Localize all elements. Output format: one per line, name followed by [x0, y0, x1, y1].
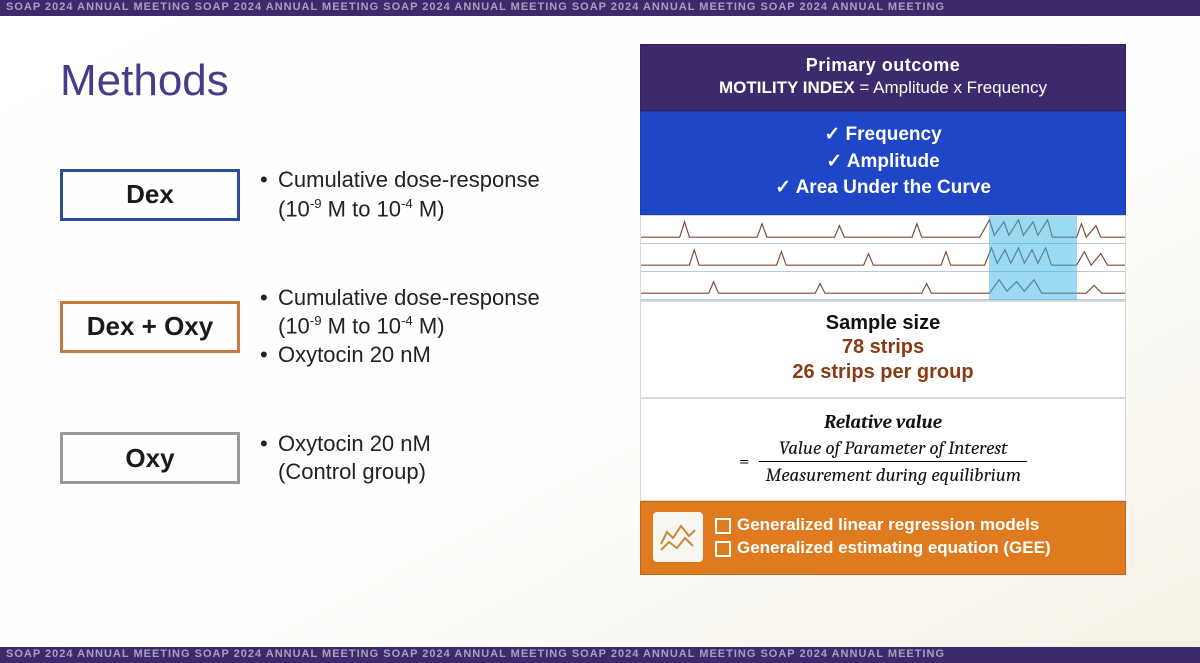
group-oxy-bullets: Oxytocin 20 nM (Control group) [260, 430, 431, 487]
group-dexoxy-bullets: Cumulative dose-response (10-9 M to 10-4… [260, 284, 540, 370]
motility-index-label: MOTILITY INDEX [719, 78, 855, 97]
sup: -4 [401, 313, 413, 328]
bullet-text: M) [413, 313, 445, 338]
bullet-text: (10 [278, 313, 310, 338]
equals: = [739, 450, 750, 472]
bullet-text: Cumulative dose-response [278, 167, 540, 192]
sup: -4 [401, 196, 413, 211]
sample-v1: 78 strips [649, 335, 1117, 360]
sup: -9 [310, 313, 322, 328]
slide: Methods Dex Cumulative dose-response (10… [0, 16, 1200, 647]
stat-model-2: Generalized estimating equation (GEE) [715, 537, 1051, 560]
wave-highlight [989, 216, 1076, 300]
panel-waveforms [640, 215, 1126, 301]
stat-model-1: Generalized linear regression models [715, 514, 1051, 537]
banner-top: SOAP 2024 ANNUAL MEETING SOAP 2024 ANNUA… [0, 0, 1200, 16]
chart-icon [653, 512, 703, 562]
bullet-text: M to 10 [322, 196, 401, 221]
group-dex: Dex Cumulative dose-response (10-9 M to … [60, 166, 620, 224]
panel-primary-outcome: Primary outcome MOTILITY INDEX = Amplitu… [640, 44, 1126, 111]
panel-sample-size: Sample size 78 strips 26 strips per grou… [640, 301, 1126, 398]
panel-stats: Generalized linear regression models Gen… [640, 501, 1126, 575]
banner-bottom: SOAP 2024 ANNUAL MEETING SOAP 2024 ANNUA… [0, 647, 1200, 663]
group-dex-label: Dex [60, 169, 240, 221]
relative-value-title: Relative value [655, 411, 1111, 433]
group-oxy-label: Oxy [60, 432, 240, 484]
check-amplitude: Amplitude [649, 149, 1117, 176]
fraction: Value of Parameter of Interest Measureme… [759, 437, 1027, 486]
bullet-text: (10 [278, 196, 310, 221]
motility-eq: = Amplitude x Frequency [855, 78, 1047, 97]
bullet-text: Oxytocin 20 nM [278, 431, 431, 456]
sample-title: Sample size [649, 312, 1117, 335]
equilibrium: equilibrium [931, 464, 1021, 486]
panel-formula: Relative value = Value of Parameter of I… [640, 398, 1126, 501]
check-auc: Area Under the Curve [649, 175, 1117, 202]
fraction-numerator: Value of Parameter of Interest [773, 437, 1014, 461]
primary-outcome-title: Primary outcome [649, 55, 1117, 76]
group-oxy: Oxy Oxytocin 20 nM (Control group) [60, 430, 620, 487]
right-column: Primary outcome MOTILITY INDEX = Amplitu… [640, 16, 1160, 647]
group-dexoxy-label: Dex + Oxy [60, 301, 240, 353]
bullet-text: M to 10 [322, 313, 401, 338]
bullet-text: Cumulative dose-response [278, 285, 540, 310]
bullet-text: (Control group) [278, 459, 426, 484]
group-dexoxy: Dex + Oxy Cumulative dose-response (10-9… [60, 284, 620, 370]
group-dex-bullets: Cumulative dose-response (10-9 M to 10-4… [260, 166, 540, 224]
panel-checks: Frequency Amplitude Area Under the Curve [640, 111, 1126, 215]
slide-title: Methods [60, 56, 620, 106]
check-frequency: Frequency [649, 122, 1117, 149]
sup: -9 [310, 196, 322, 211]
sample-v2: 26 strips per group [649, 360, 1117, 385]
bullet-text: M) [413, 196, 445, 221]
bullet-text: Oxytocin 20 nM [260, 341, 540, 370]
fraction-denominator: Measurement during [765, 464, 931, 486]
left-column: Methods Dex Cumulative dose-response (10… [0, 16, 640, 647]
